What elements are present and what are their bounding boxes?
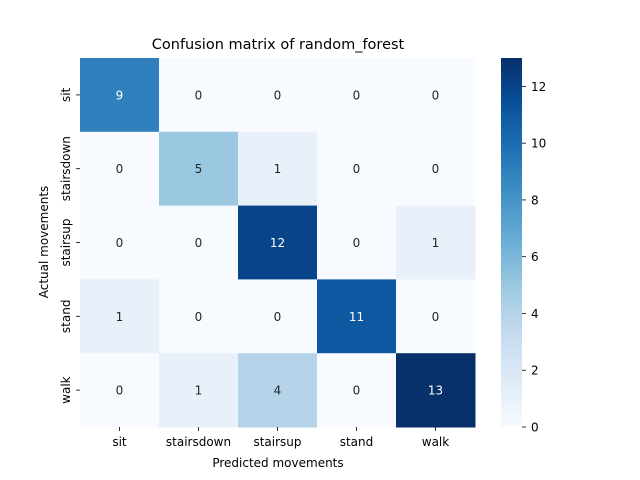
y-axis-ticks: sit stairsdown stairsup stand walk: [59, 87, 80, 404]
cell-value-label: 1: [432, 236, 440, 250]
heatmap-cell: [238, 205, 318, 280]
cell-value-label: 1: [274, 162, 282, 176]
cell-value-label: 5: [195, 162, 203, 176]
heatmap-cell: [317, 205, 397, 280]
y-tick-label: stairsdown: [59, 136, 73, 201]
y-tick-label: walk: [59, 376, 73, 404]
cell-value-label: 0: [274, 88, 282, 102]
cell-value-label: 13: [428, 384, 443, 398]
cell-value-label: 1: [116, 310, 124, 324]
cell-value-label: 0: [195, 310, 203, 324]
x-tick-label: stand: [340, 435, 374, 449]
heatmap-cell: [159, 205, 239, 280]
chart-title: Confusion matrix of random_forest: [152, 37, 405, 53]
heatmap-cell: [317, 279, 397, 354]
heatmap-cell: [396, 131, 476, 207]
colorbar-tick-label: 8: [531, 193, 539, 207]
cell-value-label: 4: [274, 384, 282, 398]
y-tick-label: stand: [59, 300, 73, 334]
y-tick-label: stairsup: [59, 218, 73, 266]
cell-value-label: 12: [270, 236, 285, 250]
colorbar-tick-label: 4: [531, 307, 539, 321]
cell-value-label: 1: [195, 384, 203, 398]
x-tick-label: stairsup: [253, 435, 301, 449]
colorbar-tick-label: 0: [531, 421, 539, 435]
colorbar-tick-label: 10: [531, 137, 546, 151]
heatmap-cell: [80, 279, 160, 354]
cell-value-label: 0: [116, 236, 124, 250]
heatmap-cell: [396, 205, 476, 280]
heatmap-cell: [238, 58, 318, 133]
x-axis-ticks: sit stairsdown stairsup stand walk: [112, 427, 449, 449]
colorbar-ticks: 0 2 4 6 8 10 12: [522, 80, 546, 435]
cell-value-label: 0: [353, 88, 361, 102]
heatmap-cell: [159, 58, 239, 133]
x-tick-label: sit: [112, 435, 127, 449]
heatmap-cell: [238, 353, 318, 428]
heatmap-cell: [80, 131, 160, 207]
colorbar: [501, 58, 522, 427]
heatmap-cell: [80, 353, 160, 428]
cell-value-label: 0: [195, 88, 203, 102]
colorbar-tick-label: 6: [531, 250, 539, 264]
x-axis-label: Predicted movements: [212, 456, 343, 470]
heatmap-cell: [317, 58, 397, 133]
cell-value-label: 0: [274, 310, 282, 324]
colorbar-tick-label: 2: [531, 364, 539, 378]
heatmap-cell: [238, 279, 318, 354]
heatmap-cell: [159, 353, 239, 428]
heatmap-cell: [80, 58, 160, 133]
heatmap-cell: [396, 353, 476, 428]
colorbar-tick-label: 12: [531, 80, 546, 94]
heatmap-cell: [317, 353, 397, 428]
x-tick-label: stairsdown: [166, 435, 231, 449]
cell-value-label: 0: [353, 162, 361, 176]
heatmap-cell: [80, 205, 160, 280]
cell-value-label: 0: [116, 384, 124, 398]
cell-value-label: 11: [349, 310, 364, 324]
heatmap-cell: [238, 131, 318, 207]
cell-value-label: 0: [116, 162, 124, 176]
cell-value-label: 0: [432, 310, 440, 324]
cell-value-label: 0: [432, 88, 440, 102]
heatmap-cell: [159, 279, 239, 354]
heatmap-cells: 9 0 0 0 00 5 1 0 00 0 12 0 11 0 0 11 00 1 4 0 13: [80, 58, 476, 428]
cell-value-label: 0: [195, 236, 203, 250]
cell-value-label: 0: [353, 236, 361, 250]
y-axis-label: Actual movements: [37, 186, 51, 299]
cell-value-label: 9: [116, 88, 124, 102]
cell-value-label: 0: [353, 384, 361, 398]
x-tick-label: walk: [422, 435, 450, 449]
heatmap-cell: [396, 58, 476, 133]
heatmap-cell: [317, 131, 397, 207]
heatmap-cell: [159, 131, 239, 207]
heatmap-cell: [396, 279, 476, 354]
y-tick-label: sit: [59, 87, 73, 102]
cell-value-label: 0: [432, 162, 440, 176]
